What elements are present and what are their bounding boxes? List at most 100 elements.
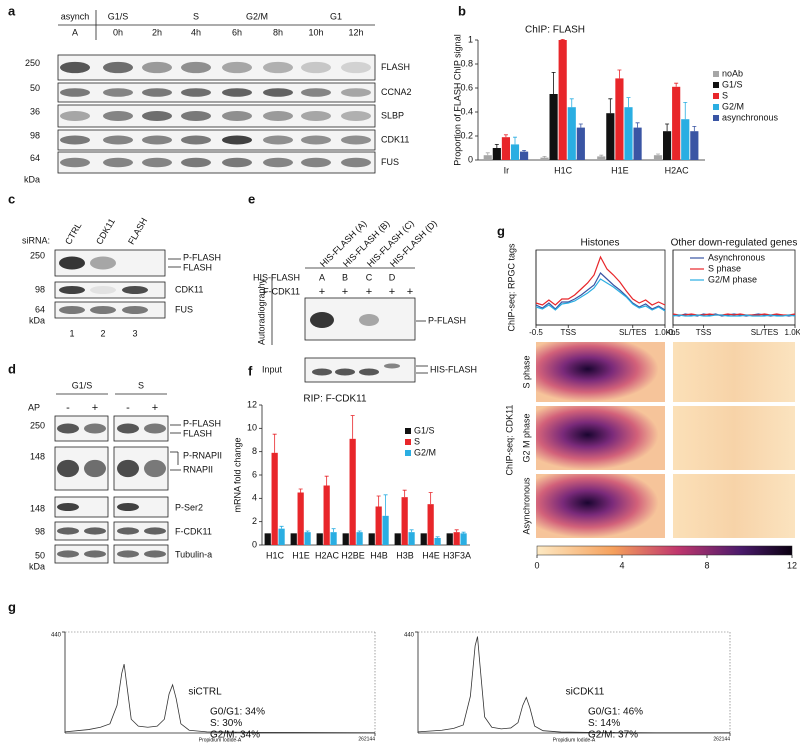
blot-frame — [113, 521, 169, 541]
label: ChIP-seq: CDK11 — [504, 405, 514, 476]
legend-label: noAb — [722, 68, 743, 78]
line — [64, 664, 376, 734]
blot-band — [117, 503, 139, 511]
error-bar — [376, 495, 381, 507]
label: 8 — [704, 560, 709, 570]
label: D — [389, 272, 396, 282]
lane-label: 10h — [308, 27, 323, 37]
bar — [690, 131, 699, 160]
blot-band — [117, 423, 139, 434]
protein-label: CCNA2 — [381, 87, 412, 97]
blot-band — [90, 306, 116, 314]
x-tick-label: SL/TES — [751, 328, 779, 337]
marker-label: 36 — [30, 106, 40, 116]
panel-letter: d — [8, 361, 16, 376]
label: AP — [28, 402, 40, 412]
blot-band — [142, 88, 172, 97]
y-tick-label: 0.2 — [460, 130, 473, 140]
y-tick-label: 440 — [51, 633, 62, 639]
blot-band — [222, 61, 252, 74]
x-tick-label: Ir — [504, 165, 510, 175]
error-bar — [272, 433, 277, 453]
blot-band — [84, 550, 106, 558]
blot-frame — [54, 281, 166, 299]
error-bar — [428, 492, 433, 505]
blot-band — [103, 157, 133, 168]
error-bar — [617, 69, 622, 79]
label: F-CDK11 — [263, 286, 300, 296]
error-bar — [454, 529, 459, 533]
chart-title: siCDK11 — [566, 687, 605, 698]
y-tick-label: 10 — [247, 423, 257, 433]
y-axis-label: Proportion of FLASH ChIP signal — [452, 34, 462, 165]
error-bar — [324, 475, 329, 486]
blot-band — [263, 135, 293, 145]
panel-letter: a — [8, 3, 16, 18]
bar — [624, 107, 633, 160]
error-bar — [551, 72, 556, 94]
error-bar — [635, 122, 640, 128]
y-tick-label: 0 — [252, 539, 257, 549]
blot-band — [144, 423, 166, 434]
bar — [615, 78, 624, 160]
blot-band — [117, 459, 139, 478]
lane-label: FLASH — [126, 216, 149, 246]
chart-title: siCTRL — [188, 687, 222, 698]
bar — [356, 532, 363, 545]
marker-label: 98 — [30, 130, 40, 140]
error-bar — [409, 529, 414, 533]
marker-label: 50 — [30, 83, 40, 93]
label: A — [319, 272, 325, 282]
blot-band — [84, 503, 106, 511]
blot-band — [142, 157, 172, 168]
bar — [672, 86, 681, 160]
x-tick-label: -0.5 — [529, 328, 543, 337]
line — [672, 313, 796, 316]
bar — [323, 485, 330, 545]
x-tick-label: 262144 — [713, 736, 730, 742]
blot-frame — [57, 151, 376, 174]
bar — [408, 532, 415, 545]
blot-band — [181, 135, 211, 145]
label: P-Ser2 — [175, 502, 203, 512]
label: 4 — [619, 560, 624, 570]
x-axis-label: Propidium Iodide-A — [199, 737, 242, 743]
bar — [501, 137, 511, 160]
legend-label: Asynchronous — [708, 252, 766, 262]
blot-band — [144, 459, 166, 478]
label: - — [126, 402, 130, 414]
label: + — [319, 286, 325, 298]
label: 250 — [30, 420, 45, 430]
heatmap-block — [673, 406, 795, 470]
legend-swatch — [405, 439, 411, 445]
bar — [342, 533, 349, 545]
blot-band — [301, 111, 331, 121]
marker-label: 250 — [25, 58, 40, 68]
error-bar — [461, 531, 466, 534]
legend-label: asynchronous — [722, 112, 779, 122]
x-tick-label: 1.0Kb — [785, 328, 800, 337]
lane-label: 6h — [232, 27, 242, 37]
blot-frame — [57, 129, 376, 151]
bar — [681, 119, 690, 160]
blot-band — [222, 135, 252, 145]
error-bar — [383, 494, 388, 516]
legend-label: S — [722, 90, 728, 100]
label: + — [342, 286, 348, 298]
annotation: G0/G1: 46% — [588, 707, 643, 718]
blot-band — [117, 527, 139, 535]
blot-band — [59, 286, 85, 294]
legend-label: G1/S — [722, 79, 743, 89]
bar — [368, 533, 375, 545]
blot-band — [59, 256, 85, 270]
bar — [576, 127, 585, 160]
bar — [460, 533, 467, 545]
error-bar — [435, 536, 440, 538]
legend-label: G2/M — [722, 101, 744, 111]
blot-frame — [54, 496, 109, 518]
blot-band — [301, 157, 331, 168]
x-tick-label: H2AC — [315, 550, 340, 560]
blot-band — [341, 111, 371, 121]
heatmap-block — [536, 406, 665, 470]
error-bar — [513, 136, 518, 145]
